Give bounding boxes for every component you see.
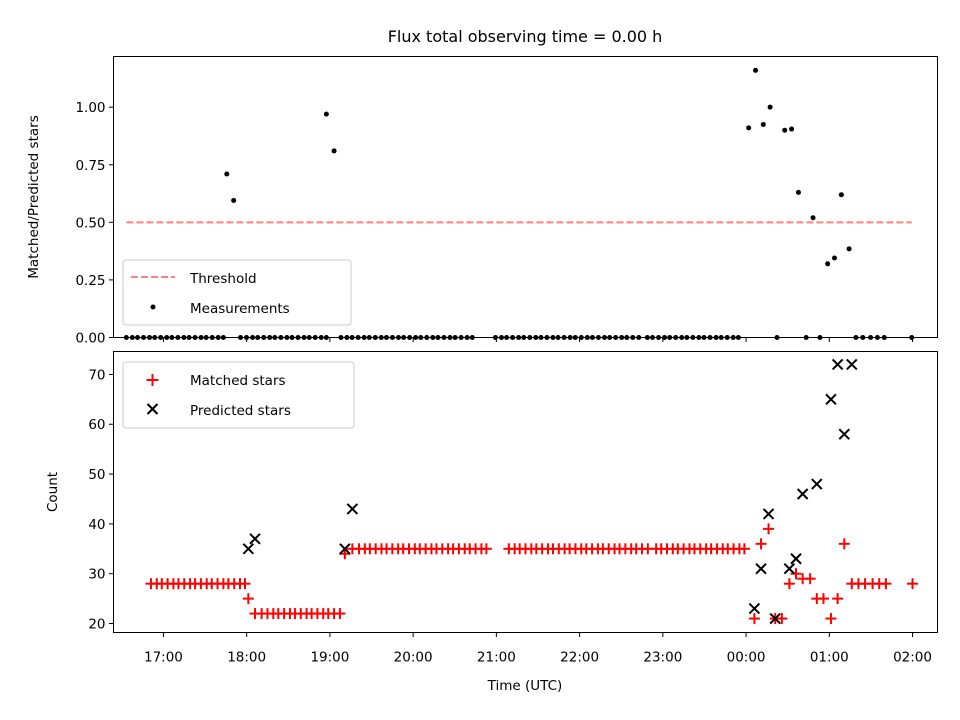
predicted-star-marker [748, 602, 761, 615]
top-y-tick-label: 0.50 [75, 215, 105, 231]
top-y-tick-label: 1.00 [75, 100, 105, 116]
predicted-star-marker [755, 563, 767, 575]
measurement-point [789, 126, 795, 132]
bottom-y-tick-label: 20 [88, 617, 105, 633]
measurement-point [767, 104, 773, 110]
bottom-y-tick-label: 60 [88, 417, 105, 433]
matched-star-marker [776, 613, 788, 625]
bottom-axes-frame [113, 351, 938, 633]
predicted-star-marker [831, 358, 844, 371]
top-x-ticks [162, 337, 914, 342]
bottom-x-ticks: 17:00 18:00 19:00 20:00 21:00 22:00 23:00 00:00… [144, 632, 932, 666]
measurement-point [753, 67, 759, 73]
x-tick-label: 00:00 [727, 650, 766, 666]
x-tick-label: 18:00 [227, 650, 266, 666]
x-tick-label: 17:00 [144, 650, 183, 666]
legend-measurements-swatch [150, 304, 156, 310]
top-legend-box [122, 259, 352, 326]
measurement-point [832, 255, 837, 261]
x-axis-label: Time (UTC) [487, 678, 563, 694]
matched-star-marker [755, 538, 767, 550]
predicted-star-marker [346, 503, 359, 515]
predicted-star-marker [811, 478, 823, 490]
legend-matched-label: Matched stars [190, 373, 286, 389]
matched-star-marker [907, 578, 919, 590]
matched-star-marker [763, 523, 775, 535]
predicted-star-marker [838, 428, 850, 440]
measurement-point [760, 121, 766, 127]
matched-star-marker [838, 538, 850, 550]
x-tick-label: 21:00 [477, 650, 516, 666]
predicted-star-marker [762, 508, 775, 520]
measurement-point [746, 125, 752, 131]
bottom-y-tick-label: 70 [88, 367, 105, 383]
bottom-legend-box [122, 361, 355, 429]
predicted-star-marker [339, 543, 351, 555]
predicted-star-marker [825, 393, 837, 406]
top-y-ticks: 0.00 0.25 0.50 0.75 1.00 [75, 100, 114, 347]
top-panel: Flux total observing time = 0.00 h Match… [26, 27, 938, 347]
bottom-plot-area [145, 358, 919, 625]
bottom-legend: Matched stars Predicted stars [122, 361, 355, 429]
chart-title: Flux total observing time = 0.00 h [388, 27, 663, 46]
top-y-tick-label: 0.75 [75, 158, 105, 174]
x-tick-label: 23:00 [643, 650, 682, 666]
measurement-point [323, 111, 329, 117]
measurement-point [224, 171, 230, 177]
x-tick-label: 20:00 [394, 650, 433, 666]
predicted-star-marker [769, 612, 781, 625]
matched-star-marker [783, 578, 795, 590]
predicted-star-marker [249, 533, 261, 545]
matched-star-marker [239, 578, 251, 590]
legend-predicted-swatch [146, 403, 159, 415]
x-tick-label: 01:00 [810, 650, 849, 666]
matched-star-marker [748, 613, 760, 625]
predicted-star-marker [242, 543, 255, 555]
measurement-point [838, 192, 844, 198]
measurement-point [846, 246, 852, 252]
measurement-point [782, 127, 788, 133]
matched-star-marker [804, 573, 816, 585]
measurement-point [825, 261, 831, 267]
matched-star-marker [832, 593, 844, 605]
bottom-panel: Count Time (UTC) 20 30 40 50 60 70 17:00 18:00… [45, 351, 938, 694]
predicted-star-marker [790, 553, 802, 565]
top-y-tick-label: 0.25 [75, 273, 105, 289]
predicted-star-marker [796, 488, 809, 500]
top-y-axis-label: Matched/Predicted stars [26, 115, 42, 278]
matched-star-marker [790, 568, 802, 580]
top-legend: Threshold Measurements [122, 259, 352, 326]
measurement-point [231, 197, 237, 203]
bottom-y-tick-label: 50 [88, 467, 105, 483]
measurement-point [331, 148, 337, 154]
matched-star-marker [334, 608, 346, 620]
measurement-point [795, 189, 801, 195]
matched-star-marker [825, 613, 837, 625]
bottom-y-ticks: 20 30 40 50 60 70 [88, 367, 114, 633]
x-tick-label: 19:00 [310, 650, 349, 666]
legend-predicted-label: Predicted stars [190, 403, 291, 419]
bottom-y-axis-label: Count [45, 472, 61, 512]
x-tick-label: 22:00 [560, 650, 599, 666]
top-axes-frame [113, 56, 938, 338]
bottom-y-tick-label: 40 [88, 517, 105, 533]
legend-matched-swatch [146, 374, 159, 386]
matched-star-marker [880, 578, 892, 590]
matched-star-marker [242, 593, 254, 605]
matched-star-marker [817, 593, 829, 605]
matched-star-marker [480, 543, 492, 555]
x-tick-label: 02:00 [893, 650, 932, 666]
legend-threshold-label: Threshold [189, 271, 257, 287]
matched-star-marker [738, 543, 750, 555]
legend-measurements-label: Measurements [190, 301, 290, 317]
top-y-tick-label: 0.00 [75, 331, 105, 347]
measurement-point [810, 215, 816, 221]
predicted-star-marker [783, 563, 796, 575]
bottom-y-tick-label: 30 [88, 567, 105, 583]
predicted-star-marker [846, 358, 858, 371]
